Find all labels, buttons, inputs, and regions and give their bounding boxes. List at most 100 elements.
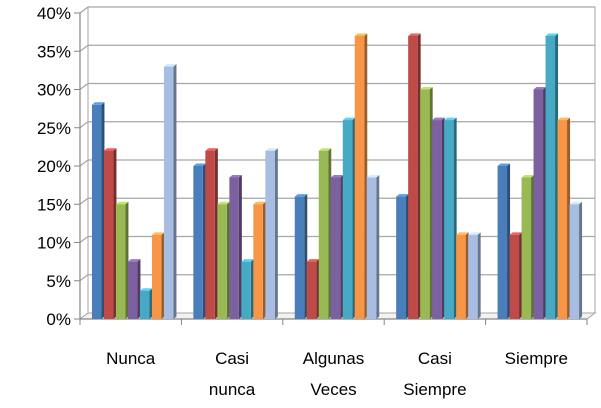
bar — [193, 163, 206, 319]
bar-side — [477, 232, 481, 319]
bar-front — [420, 89, 430, 319]
bar-side — [226, 201, 230, 319]
bar — [521, 174, 535, 319]
bar-front — [115, 204, 126, 319]
bar — [115, 201, 129, 319]
bar-side — [250, 259, 254, 319]
bar-top — [456, 232, 469, 235]
bar-top — [163, 64, 177, 67]
bar-top — [115, 201, 129, 205]
bar-top — [396, 194, 409, 197]
bar-front — [229, 177, 239, 319]
bar-top — [533, 87, 547, 90]
bar — [103, 148, 117, 319]
bar — [91, 102, 105, 319]
bar-front — [408, 35, 418, 319]
bar — [468, 232, 481, 319]
bar-front — [521, 177, 532, 319]
bar-front — [545, 35, 556, 319]
y-tick-label: 20% — [37, 157, 71, 176]
bar-top — [193, 163, 206, 166]
bar — [151, 232, 165, 319]
bar — [139, 288, 153, 319]
bar-side — [149, 288, 153, 319]
bar-top — [241, 259, 254, 262]
bar-top — [366, 174, 380, 178]
bar-side — [507, 163, 511, 319]
bar-front — [444, 120, 454, 319]
y-tick-label: 35% — [37, 42, 71, 61]
bar-side — [328, 148, 332, 319]
bar — [366, 174, 380, 319]
bar-top — [318, 148, 332, 151]
bar-front — [569, 204, 580, 319]
bar — [509, 232, 523, 319]
bar-side — [376, 174, 380, 319]
bar — [533, 87, 547, 319]
bar-side — [531, 174, 535, 319]
bar-front — [306, 261, 317, 319]
bar-side — [579, 201, 583, 319]
bar-side — [316, 259, 320, 319]
bar-side — [238, 174, 242, 319]
bar-top — [342, 117, 356, 121]
bar — [456, 232, 469, 319]
bar-front — [509, 234, 520, 319]
y-tick-label: 40% — [37, 4, 71, 23]
bar-top — [509, 232, 523, 235]
bar — [432, 117, 445, 319]
bar-front — [193, 166, 203, 319]
bar-front — [265, 150, 275, 319]
bar-front — [396, 196, 406, 319]
bar-side — [453, 117, 457, 319]
bar-top — [468, 232, 481, 235]
bar-side — [429, 87, 433, 319]
bar-top — [330, 174, 344, 178]
bar-top — [127, 259, 141, 262]
bar-top — [294, 194, 308, 197]
bar-side — [137, 259, 141, 319]
y-tick-label: 0% — [46, 310, 71, 329]
bar — [545, 33, 559, 319]
bar-front — [330, 177, 341, 319]
bar-top — [139, 288, 153, 291]
bar-side — [567, 117, 571, 319]
bar-side — [161, 232, 165, 319]
bar-side — [352, 117, 356, 319]
bar — [396, 194, 409, 319]
bar — [306, 259, 320, 319]
bar-side — [125, 201, 129, 319]
bar-front — [205, 150, 215, 319]
bar — [217, 201, 230, 319]
bar-top — [103, 148, 117, 151]
bar-front — [318, 150, 329, 319]
bar-top — [217, 201, 230, 205]
bar — [253, 201, 266, 319]
bar — [205, 148, 218, 319]
x-category-label: Siempre — [505, 349, 568, 368]
bar — [294, 194, 308, 319]
bar-front — [163, 66, 174, 319]
bar-side — [101, 102, 105, 319]
bar-top — [229, 174, 242, 178]
y-tick-label: 30% — [37, 81, 71, 100]
y-tick-label: 15% — [37, 195, 71, 214]
bar-side — [274, 148, 278, 319]
bar-front — [241, 261, 251, 319]
bar-front — [294, 196, 305, 319]
bar — [497, 163, 511, 319]
bar — [569, 201, 583, 319]
bar-top — [151, 232, 165, 235]
bar-top — [444, 117, 457, 121]
bar-front — [497, 166, 508, 319]
bar-side — [465, 232, 469, 319]
bar — [241, 259, 254, 319]
bar — [330, 174, 344, 319]
bar-front — [557, 120, 568, 319]
bar-top — [354, 33, 368, 36]
bar-side — [113, 148, 117, 319]
x-category-label: Casi Siempre — [403, 349, 466, 399]
bar-front — [533, 89, 544, 319]
y-tick-label: 5% — [46, 272, 71, 291]
